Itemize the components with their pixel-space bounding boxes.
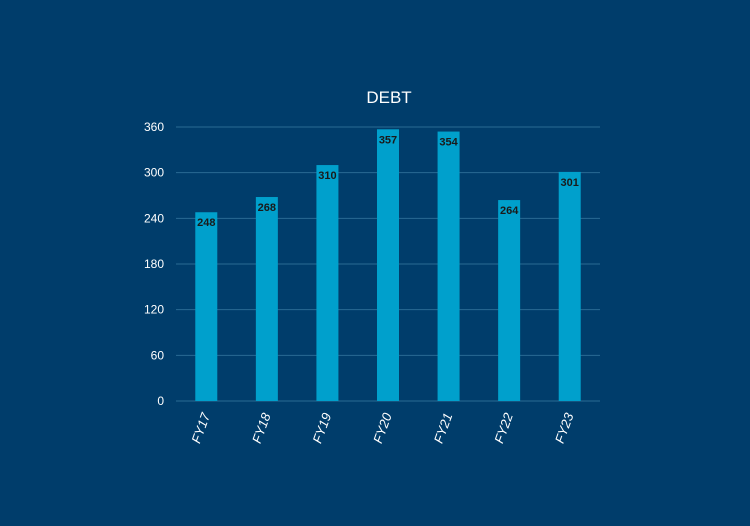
y-tick-label: 0 [157,394,164,408]
x-tick-label: FY21 [431,411,456,445]
x-tick-label: FY17 [188,410,213,445]
data-label: 248 [197,217,215,229]
y-tick-label: 300 [144,166,164,180]
x-tick-label: FY22 [491,410,516,445]
x-tick-label: FY18 [249,410,274,445]
bar [316,165,339,401]
data-label: 268 [258,202,276,214]
x-tick-label: FY20 [370,410,395,445]
bar [195,212,218,401]
bar [437,131,460,402]
data-label: 301 [561,177,579,189]
bar [498,200,521,401]
y-tick-label: 120 [144,303,164,317]
bar [558,171,581,401]
x-tick-label: FY23 [552,410,577,445]
bars [195,129,581,402]
data-label: 354 [439,137,458,149]
y-tick-label: 240 [144,211,164,225]
y-tick-label: 60 [151,348,165,362]
chart-title: DEBT [366,88,411,107]
y-tick-label: 180 [144,257,164,271]
x-tick-label: FY19 [310,411,335,445]
data-label: 264 [500,205,519,217]
data-label: 357 [379,134,397,146]
bar [255,197,278,401]
data-labels: 248 268 310 357 354 264 301 [197,134,579,229]
y-tick-label: 360 [144,120,164,134]
x-axis-ticks: FY17 FY18 FY19 FY20 FY21 FY22 FY23 [188,410,576,445]
y-axis-ticks: 0 60 120 180 240 300 360 [144,120,164,408]
bar [377,129,399,402]
data-label: 310 [318,170,336,182]
